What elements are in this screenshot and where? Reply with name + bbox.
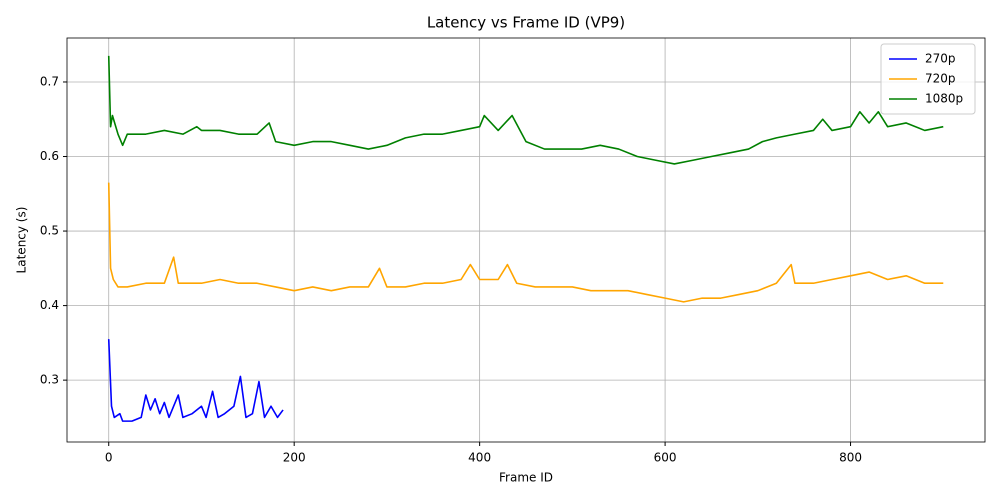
- y-tick-label: 0.5: [40, 224, 59, 238]
- x-tick-label: 200: [283, 451, 306, 465]
- legend-box: [880, 43, 976, 115]
- plot-frame: [66, 37, 986, 443]
- legend-label: 270p: [925, 52, 956, 66]
- series-line: [107, 182, 944, 303]
- x-tick-label: 400: [468, 451, 491, 465]
- x-tick-label: 600: [654, 451, 677, 465]
- series-line: [107, 339, 284, 422]
- y-tick-label: 0.3: [40, 373, 59, 387]
- x-tick-label: 0: [105, 451, 113, 465]
- y-tick-label: 0.6: [40, 149, 59, 163]
- y-axis-label: Latency (s): [15, 207, 29, 274]
- x-axis-label: Frame ID: [499, 471, 553, 485]
- y-tick-label: 0.7: [40, 74, 59, 88]
- legend-label: 1080p: [925, 92, 963, 106]
- y-tick-label: 0.4: [40, 298, 59, 312]
- x-tick-label: 800: [839, 451, 862, 465]
- legend-label: 720p: [925, 72, 956, 86]
- series-line: [107, 55, 944, 165]
- chart-title: Latency vs Frame ID (VP9): [427, 14, 625, 32]
